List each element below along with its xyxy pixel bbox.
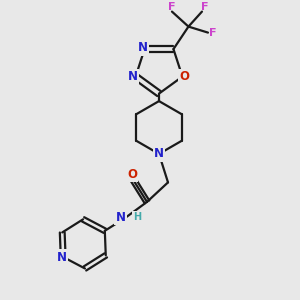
Text: N: N: [137, 41, 147, 54]
Text: N: N: [154, 147, 164, 161]
Text: N: N: [116, 211, 126, 224]
Text: H: H: [133, 212, 141, 223]
Text: N: N: [57, 250, 67, 263]
Text: N: N: [128, 70, 138, 83]
Text: O: O: [127, 168, 137, 181]
Text: F: F: [168, 2, 176, 12]
Text: F: F: [201, 2, 209, 12]
Text: O: O: [179, 70, 190, 83]
Text: F: F: [209, 28, 217, 38]
